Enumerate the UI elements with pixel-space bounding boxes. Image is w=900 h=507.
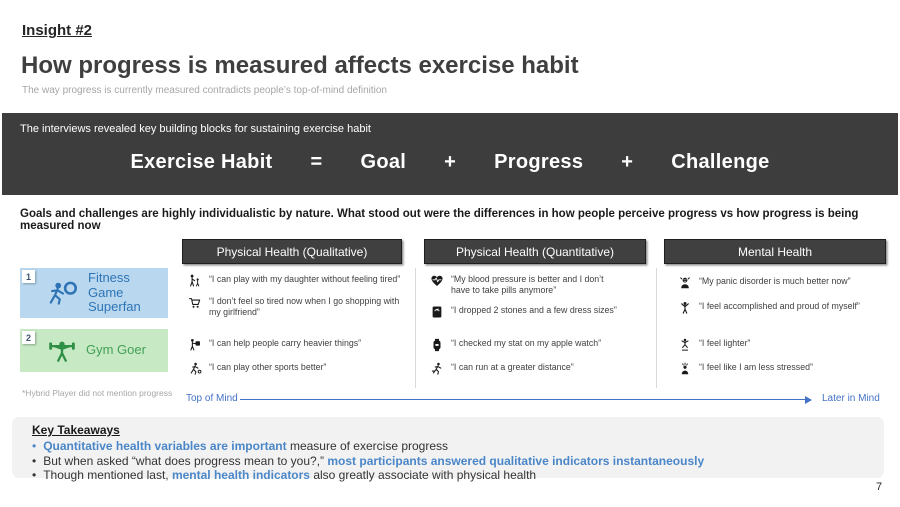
quote-item: “I don’t feel so tired now when I go sho… — [188, 296, 410, 319]
equation-term-goal: Goal — [360, 151, 407, 173]
persona-label: Gym Goer — [86, 342, 146, 358]
persona-number-badge: 2 — [22, 331, 35, 344]
insight-label: Insight #2 — [22, 22, 93, 39]
quote-item: “My blood pressure is better and I don’t… — [430, 274, 652, 297]
takeaway-bullet: • But when asked “what does progress mea… — [32, 454, 884, 469]
blood-pressure-icon — [430, 274, 444, 288]
takeaway-bullet: • Quantitative health variables are impo… — [32, 439, 884, 454]
quote-item: “I feel lighter” — [678, 338, 888, 352]
carry-box-icon — [188, 338, 202, 352]
bullet-text: But when asked “what does progress mean … — [43, 453, 705, 468]
takeaways-heading: Key Takeaways — [32, 423, 120, 437]
equation-plus-sign: + — [621, 151, 634, 173]
smartwatch-icon — [430, 338, 444, 352]
quote-text: “I can play with my daughter without fee… — [209, 274, 401, 284]
cell-gymgoer-quantitative: “I checked my stat on my apple watch” “I… — [430, 338, 652, 376]
bullet-dot: • — [32, 439, 37, 453]
persona-card-gym-goer: 2 Gym Goer — [20, 329, 168, 372]
quote-item: “I can run at a greater distance” — [430, 362, 652, 376]
destress-person-icon — [678, 362, 692, 376]
cell-superfan-mental: “My panic disorder is much better now” “… — [678, 276, 888, 315]
bullet-text: Quantitative health variables are import… — [43, 439, 449, 453]
equation-plus-sign: + — [444, 151, 457, 173]
cell-gymgoer-mental: “I feel lighter” “I feel like I am less … — [678, 338, 888, 376]
quote-text: “I can play other sports better” — [209, 362, 327, 372]
column-header-physical-quantitative: Physical Health (Quantitative) — [424, 239, 646, 264]
quote-item: “I can play with my daughter without fee… — [188, 274, 410, 288]
column-separator — [415, 268, 416, 388]
banner-caption: The interviews revealed key building blo… — [20, 123, 371, 135]
equation-term-progress: Progress — [494, 151, 584, 173]
quote-item: “I can play other sports better” — [188, 362, 410, 376]
quote-text: “I can help people carry heavier things” — [209, 338, 362, 348]
takeaways-panel: Key Takeaways • Quantitative health vari… — [12, 417, 884, 482]
intro-text: Goals and challenges are highly individu… — [20, 208, 859, 232]
sports-ball-icon — [188, 362, 202, 376]
page-number: 7 — [876, 481, 883, 493]
quote-text: “My blood pressure is better and I don’t… — [451, 274, 604, 296]
cell-gymgoer-qualitative: “I can help people carry heavier things”… — [188, 338, 410, 376]
bullet-dot: • — [32, 468, 37, 482]
equation-term-exercise-habit: Exercise Habit — [130, 151, 273, 173]
column-header-physical-qualitative: Physical Health (Qualitative) — [182, 239, 402, 264]
mind-axis-arrow — [240, 399, 806, 400]
quote-text: “I dropped 2 stones and a few dress size… — [451, 304, 617, 315]
quote-text: “I can run at a greater distance” — [451, 362, 574, 372]
panic-person-icon — [678, 276, 692, 290]
runner-icon — [430, 362, 444, 376]
weightlifter-icon — [46, 338, 78, 364]
quote-item: “My panic disorder is much better now” — [678, 276, 888, 290]
quote-item: “I feel accomplished and proud of myself… — [678, 301, 888, 315]
parent-child-icon — [188, 274, 202, 288]
quote-item: “I can help people carry heavier things” — [188, 338, 410, 352]
quote-item: “I dropped 2 stones and a few dress size… — [430, 305, 652, 319]
habit-equation: Exercise Habit = Goal + Progress + Chall… — [0, 151, 900, 174]
page-subtitle: The way progress is currently measured c… — [22, 85, 387, 96]
quote-text: “I checked my stat on my apple watch” — [451, 338, 602, 348]
quote-text: “I don’t feel so tired now when I go sho… — [209, 296, 400, 318]
persona-label: Fitness Game Superfan — [88, 270, 141, 315]
equation-equals-sign: = — [310, 151, 323, 173]
persona-card-fitness-game-superfan: 1 Fitness Game Superfan — [20, 268, 168, 318]
mind-axis-arrowhead — [805, 395, 812, 404]
equation-term-challenge: Challenge — [671, 151, 770, 173]
jumping-person-icon — [678, 338, 692, 352]
quote-text: “I feel lighter” — [699, 338, 751, 348]
hybrid-player-footnote: *Hybrid Player did not mention progress — [22, 388, 173, 398]
key-blocks-banner: The interviews revealed key building blo… — [2, 113, 898, 195]
runner-ring-icon — [46, 280, 80, 306]
axis-left-label: Top of Mind — [186, 393, 238, 404]
cell-superfan-quantitative: “My blood pressure is better and I don’t… — [430, 274, 652, 319]
column-separator — [656, 268, 657, 388]
quote-item: “I feel like I am less stressed” — [678, 362, 888, 376]
takeaway-bullet: • Though mentioned last, mental health i… — [32, 468, 884, 483]
quote-text: “I feel accomplished and proud of myself… — [699, 301, 860, 311]
bullet-text: Though mentioned last, mental health ind… — [43, 468, 537, 482]
page-title: How progress is measured affects exercis… — [21, 52, 579, 79]
shopping-cart-icon — [188, 296, 202, 310]
quote-item: “I checked my stat on my apple watch” — [430, 338, 652, 352]
axis-right-label: Later in Mind — [822, 393, 880, 404]
column-header-mental-health: Mental Health — [664, 239, 886, 264]
persona-number-badge: 1 — [22, 270, 35, 283]
proud-person-icon — [678, 301, 692, 315]
bullet-dot: • — [32, 453, 37, 468]
cell-superfan-qualitative: “I can play with my daughter without fee… — [188, 274, 410, 319]
quote-text: “My panic disorder is much better now” — [699, 276, 851, 286]
weight-scale-icon — [430, 305, 444, 319]
quote-text: “I feel like I am less stressed” — [699, 362, 813, 372]
